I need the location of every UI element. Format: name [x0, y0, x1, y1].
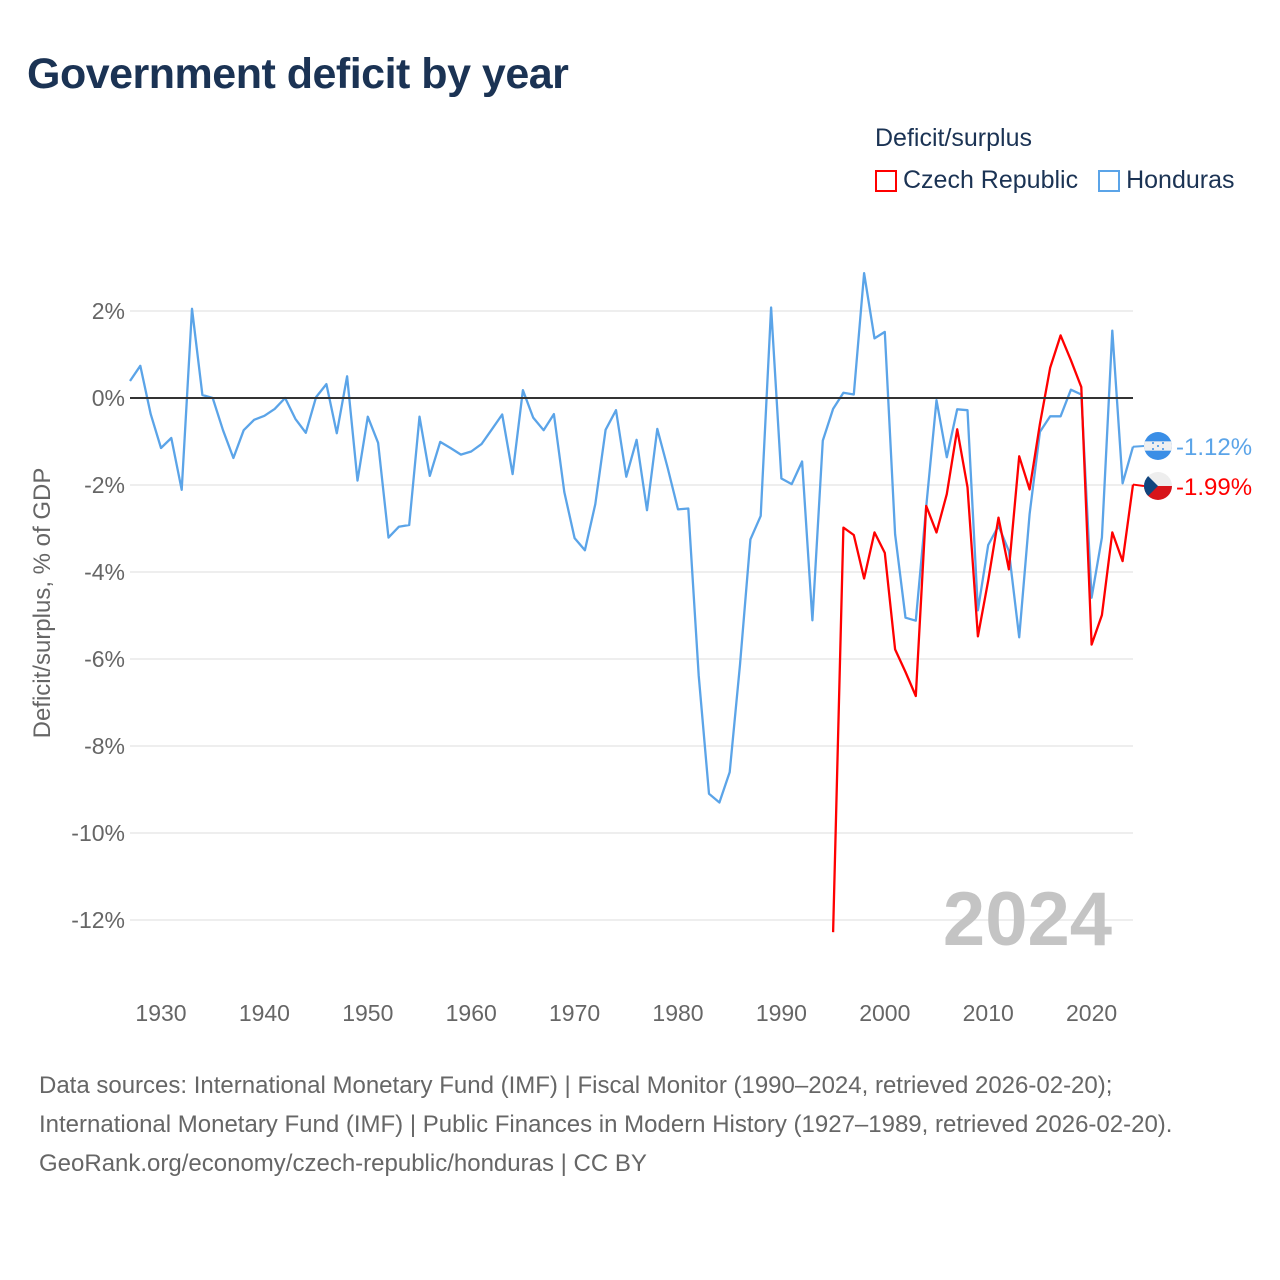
line-chart: 2% 0% -2% -4% -6% -8% -10% -12% 1930 1940 1950 196… — [29, 272, 1252, 1026]
x-tick-label: 2020 — [1066, 1000, 1117, 1026]
x-tick-label: 1960 — [446, 1000, 497, 1026]
footer: Data sources: International Monetary Fun… — [39, 1066, 1239, 1183]
legend-item-czech-republic[interactable]: Czech Republic — [875, 166, 1078, 195]
y-tick-label: -12% — [71, 907, 125, 933]
end-label-connector — [1132, 445, 1145, 448]
end-labels: -1.12% -1.99% — [1132, 432, 1252, 501]
y-tick-label: -10% — [71, 820, 125, 846]
legend-title: Deficit/surplus — [875, 124, 1032, 152]
legend-label: Honduras — [1126, 166, 1235, 194]
series-line-czech-republic — [831, 334, 1135, 933]
y-axis-ticks: 2% 0% -2% -4% -6% -8% -10% -12% — [71, 298, 125, 933]
czech-republic-flag-icon — [1144, 472, 1172, 500]
watermark-year: 2024 — [943, 877, 1112, 962]
y-axis-label: Deficit/surplus, % of GDP — [29, 468, 56, 739]
y-tick-label: -8% — [84, 733, 125, 759]
x-tick-label: 1950 — [342, 1000, 393, 1026]
y-tick-label: -2% — [84, 472, 125, 498]
x-axis-ticks: 1930 1940 1950 1960 1970 1980 1990 2000 2010 2020 — [135, 1000, 1117, 1026]
y-tick-label: -4% — [84, 559, 125, 585]
series-lines — [129, 272, 1135, 933]
x-tick-label: 1940 — [239, 1000, 290, 1026]
gridlines — [129, 310, 1133, 921]
end-label-connector — [1132, 483, 1145, 487]
legend-swatch-honduras — [1098, 169, 1121, 192]
x-tick-label: 1980 — [652, 1000, 703, 1026]
data-sources: Data sources: International Monetary Fun… — [39, 1072, 1173, 1138]
credit-link[interactable]: GeoRank.org/economy/czech-republic/hondu… — [39, 1150, 647, 1177]
legend: Czech Republic Honduras — [875, 166, 1235, 195]
legend-swatch-czech-republic — [875, 169, 897, 192]
honduras-flag-icon — [1144, 432, 1172, 460]
x-tick-label: 2010 — [963, 1000, 1014, 1026]
legend-item-honduras[interactable]: Honduras — [1098, 166, 1235, 195]
chart-title: Government deficit by year — [27, 50, 569, 98]
y-tick-label: -6% — [84, 646, 125, 672]
end-value-label: -1.99% — [1176, 474, 1252, 501]
legend-label: Czech Republic — [903, 166, 1079, 194]
x-tick-label: 1930 — [135, 1000, 186, 1026]
x-tick-label: 1990 — [756, 1000, 807, 1026]
x-tick-label: 1970 — [549, 1000, 600, 1026]
series-line-honduras — [129, 272, 1135, 804]
y-tick-label: 2% — [92, 298, 125, 324]
y-tick-label: 0% — [92, 385, 125, 411]
end-value-label: -1.12% — [1176, 434, 1252, 461]
x-tick-label: 2000 — [859, 1000, 910, 1026]
